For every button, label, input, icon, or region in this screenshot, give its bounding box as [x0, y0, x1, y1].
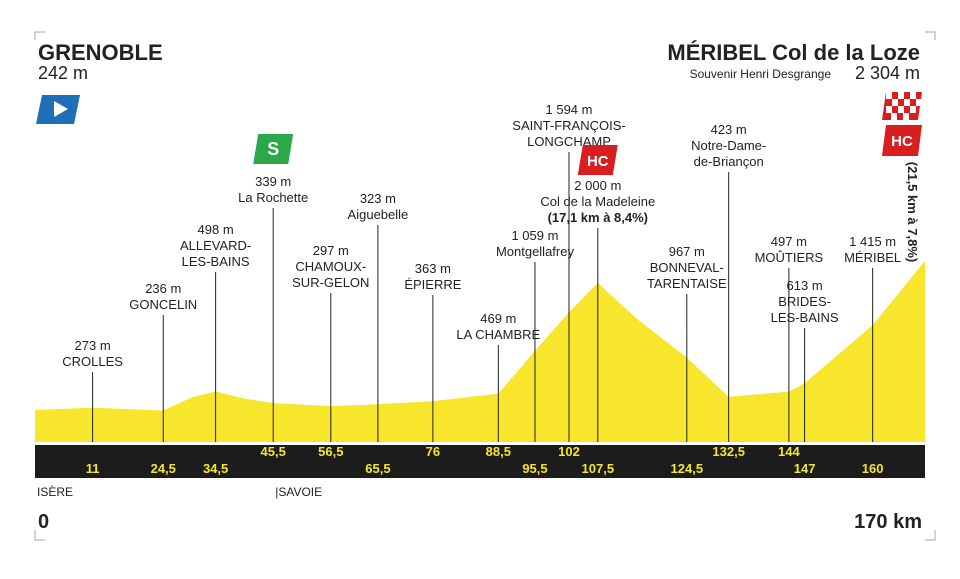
waypoint-altitude: 339 m	[255, 174, 291, 189]
waypoint-name: Notre-Dame-	[691, 138, 766, 153]
frame	[34, 31, 936, 541]
sprint-icon	[253, 134, 294, 164]
waypoint-altitude: 1 594 m	[546, 102, 593, 117]
waypoint-name: MOÛTIERS	[755, 250, 824, 265]
waypoint-altitude: 423 m	[711, 122, 747, 137]
region-label: |SAVOIE	[275, 485, 322, 499]
waypoint-altitude: 498 m	[198, 222, 234, 237]
km-label: 144	[778, 444, 800, 459]
waypoint-altitude: 363 m	[415, 261, 451, 276]
start-name: GRENOBLE	[38, 40, 163, 65]
km-label: 88,5	[486, 444, 511, 459]
finish-category: HC	[891, 133, 913, 150]
waypoint-altitude: 2 000 m	[574, 178, 621, 193]
waypoint-name: SUR-GELON	[292, 275, 369, 290]
waypoint-name: LES-BAINS	[182, 254, 250, 269]
finish-altitude: 2 304 m	[855, 63, 920, 83]
finish-name: MÉRIBEL Col de la Loze	[667, 40, 920, 65]
km-label: 65,5	[365, 461, 390, 476]
waypoint-name: BONNEVAL-	[650, 260, 724, 275]
waypoint-altitude: 497 m	[771, 234, 807, 249]
finish-subtitle: Souvenir Henri Desgrange	[690, 67, 832, 81]
finish-climb: (21,5 km à 7,8%)	[905, 162, 920, 262]
waypoint-name: CHAMOUX-	[295, 259, 366, 274]
waypoint-name: LA CHAMBRE	[456, 327, 540, 342]
waypoint-name: BRIDES-	[778, 294, 831, 309]
waypoint-name: MÉRIBEL	[844, 250, 901, 265]
waypoint-name: ÉPIERRE	[404, 277, 461, 292]
km-label: 34,5	[203, 461, 228, 476]
waypoint-name: ALLEVARD-	[180, 238, 251, 253]
finish-flag	[882, 92, 922, 156]
waypoint-name: GONCELIN	[129, 297, 197, 312]
climb-category: HC	[587, 153, 609, 170]
waypoint-name: CROLLES	[62, 354, 123, 369]
km-label: 147	[794, 461, 816, 476]
waypoint-name: LES-BAINS	[771, 310, 839, 325]
waypoint-climb: (17,1 km à 8,4%)	[548, 210, 648, 225]
waypoint-altitude: 273 m	[75, 338, 111, 353]
waypoint-altitude: 236 m	[145, 281, 181, 296]
x-axis-end: 170 km	[854, 511, 922, 533]
waypoint-name: de-Briançon	[694, 154, 764, 169]
km-label: 124,5	[671, 461, 704, 476]
km-label: 102	[558, 444, 580, 459]
x-axis-end: 0	[38, 511, 49, 533]
km-label: 11	[86, 461, 100, 476]
waypoint-altitude: 1 059 m	[511, 228, 558, 243]
waypoint-name: Col de la Madeleine	[540, 194, 655, 209]
climb-icon	[577, 145, 618, 175]
waypoint-altitude: 613 m	[787, 278, 823, 293]
km-label: 95,5	[522, 461, 547, 476]
start-altitude: 242 m	[38, 63, 88, 83]
waypoint-name: TARENTAISE	[647, 276, 727, 291]
km-label: 107,5	[582, 461, 615, 476]
waypoint-name: Aiguebelle	[348, 207, 409, 222]
waypoint-name: Montgellafrey	[496, 244, 575, 259]
km-label: 56,5	[318, 444, 343, 459]
km-label: 45,5	[261, 444, 286, 459]
sprint-letter: S	[267, 139, 279, 159]
km-label: 160	[862, 461, 884, 476]
km-label: 76	[426, 444, 440, 459]
waypoint-altitude: 469 m	[480, 311, 516, 326]
km-band	[35, 445, 925, 478]
region-label: ISÈRE	[37, 484, 73, 499]
waypoint-altitude: 967 m	[669, 244, 705, 259]
waypoint-name: La Rochette	[238, 190, 308, 205]
start-icon	[36, 95, 80, 124]
waypoint-name: SAINT-FRANÇOIS-	[512, 118, 625, 133]
km-label: 132,5	[712, 444, 745, 459]
waypoint-altitude: 1 415 m	[849, 234, 896, 249]
elevation-profile	[35, 260, 925, 442]
waypoint-altitude: 323 m	[360, 191, 396, 206]
km-label: 24,5	[151, 461, 176, 476]
waypoint-altitude: 297 m	[313, 243, 349, 258]
